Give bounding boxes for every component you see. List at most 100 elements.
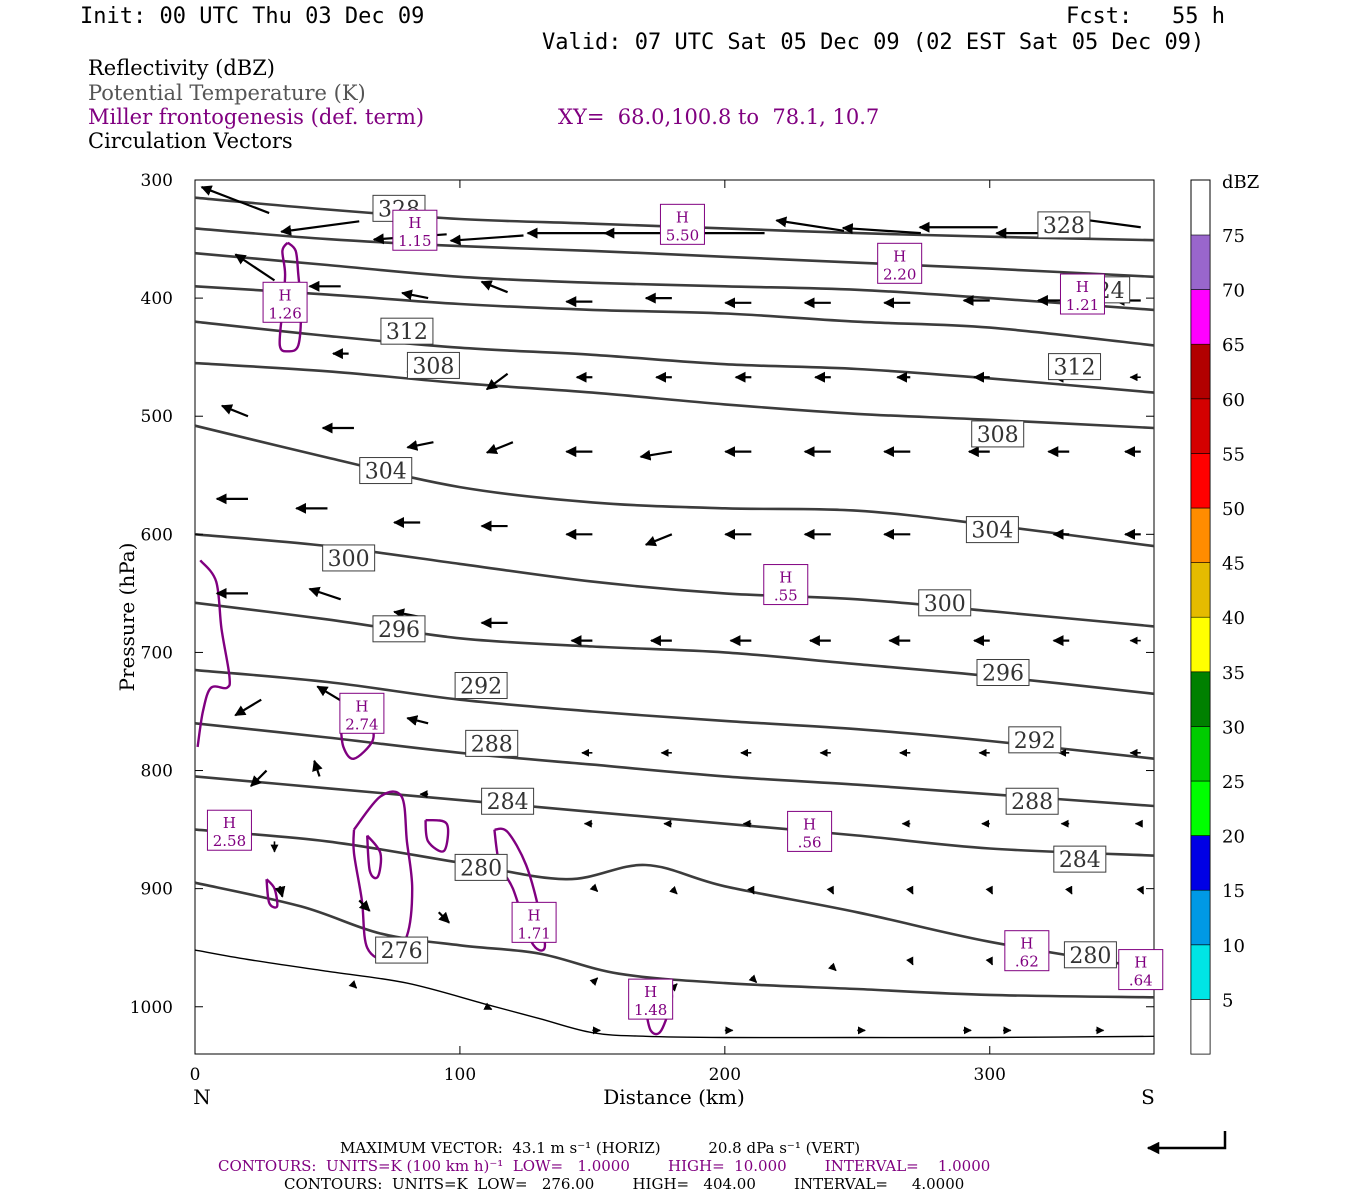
circulation-vector: [401, 289, 429, 301]
theta-label-box: [1008, 726, 1062, 754]
theta-label-box: [454, 853, 508, 881]
legend-reflectivity: Reflectivity (dBZ): [88, 56, 276, 80]
theta-label: 308: [412, 354, 454, 379]
colorbar-swatch: [1190, 398, 1211, 454]
colorbar-swatch: [1190, 780, 1211, 836]
circulation-vector: [826, 885, 835, 895]
circulation-vector: [906, 885, 914, 895]
colorbar-level-label: 55: [1222, 444, 1245, 465]
colorbar-level-label: 70: [1222, 281, 1245, 302]
colorbar-swatch: [1190, 562, 1211, 618]
colorbar-level-label: 25: [1222, 772, 1245, 793]
theta-label-box: [380, 317, 434, 345]
theta-label-box: [971, 420, 1025, 448]
frontogenesis-max-value: 2.58: [213, 832, 246, 850]
circulation-vector: [312, 759, 323, 777]
frontogenesis-max-box: [659, 203, 705, 245]
theta-label: 292: [460, 675, 502, 700]
colorbar-level-label: 45: [1222, 554, 1245, 575]
theta-label: 280: [1069, 944, 1111, 969]
circulation-vector: [485, 372, 509, 391]
y-axis-label: Pressure (hPa): [115, 543, 139, 692]
colorbar-swatch: [1190, 999, 1211, 1055]
x-axis-label: Distance (km): [603, 1085, 745, 1109]
frontogenesis-max-box: [206, 809, 252, 851]
circulation-vector: [316, 685, 344, 703]
circulation-vector: [406, 440, 434, 451]
theta-contour-316: [194, 285, 1155, 347]
init-time: Init: 00 UTC Thu 03 Dec 09: [80, 4, 425, 29]
colorbar-swatch: [1190, 726, 1211, 782]
theta-label: 296: [982, 662, 1024, 687]
frontogenesis-contour: [352, 790, 414, 962]
theta-contour-288: [194, 722, 1155, 808]
circulation-vector: [906, 956, 914, 966]
theta-label-box: [406, 351, 460, 379]
theta-label-box: [1037, 211, 1091, 239]
theta-label: 312: [1054, 356, 1096, 381]
circulation-vector: [985, 956, 994, 966]
circulation-vector: [358, 899, 371, 912]
valid-time: Valid: 07 UTC Sat 05 Dec 09 (02 EST Sat …: [542, 30, 1205, 55]
theta-label-box: [965, 516, 1019, 544]
colorbar-unit-label: dBZ: [1222, 172, 1259, 193]
circulation-vector: [639, 449, 673, 461]
theta-label-box: [918, 589, 972, 617]
colorbar-level-label: 75: [1222, 226, 1245, 247]
theta-contour-284: [194, 775, 1155, 857]
frontogenesis-contour: [366, 834, 383, 880]
frontogenesis-max-h: H: [893, 247, 906, 265]
frontogenesis-contour: [196, 559, 232, 748]
circulation-vector: [1136, 885, 1145, 895]
circulation-vector: [485, 441, 514, 455]
frontogenesis-max-h: H: [1076, 278, 1089, 296]
frontogenesis-max-h: H: [779, 569, 792, 587]
colorbar-swatch: [1190, 289, 1211, 345]
plot-frame: [194, 179, 1155, 1055]
circulation-vector: [1065, 885, 1073, 895]
circulation-vector: [483, 1002, 493, 1011]
theta-label-box: [1063, 941, 1117, 969]
circulation-vector: [775, 216, 845, 232]
frontogenesis-max-h: H: [355, 697, 368, 715]
circulation-vector: [234, 253, 276, 282]
theta-label: 284: [487, 790, 529, 815]
circulation-vector: [348, 980, 358, 989]
frontogenesis-max-box: [1059, 273, 1105, 315]
y-tick-label: 800: [141, 762, 173, 782]
colorbar-level-label: 40: [1222, 608, 1245, 629]
frontogenesis-max-h: H: [528, 906, 541, 924]
theta-label: 300: [924, 592, 966, 617]
circulation-vector: [589, 977, 599, 986]
circulation-vector: [280, 220, 360, 236]
frontogenesis-max-h: H: [676, 208, 689, 226]
y-tick-label: 600: [141, 525, 173, 545]
theta-contour-276: [194, 881, 1155, 999]
colorbar-swatch: [1190, 835, 1211, 891]
circulation-vector: [250, 769, 268, 787]
frontogenesis-max-value: .64: [1129, 972, 1153, 990]
theta-label: 288: [1011, 790, 1053, 815]
frontogenesis-max-value: 5.50: [666, 226, 699, 244]
frontogenesis-contour: [278, 241, 303, 353]
theta-contour-292: [194, 668, 1155, 760]
frontogenesis-max-value: 2.20: [883, 265, 916, 283]
circulation-vector: [669, 885, 678, 895]
frontogenesis-max-box: [763, 564, 809, 606]
colorbar-level-label: 65: [1222, 335, 1245, 356]
colorbar-swatch: [1190, 343, 1211, 400]
theta-label-box: [465, 729, 519, 757]
frontogenesis-max-box: [787, 810, 833, 852]
footer-max-vector: MAXIMUM VECTOR: 43.1 m s⁻¹ (HORIZ) 20.8 …: [340, 1139, 861, 1157]
theta-label: 312: [386, 320, 428, 345]
colorbar-swatch: [1190, 234, 1211, 290]
colorbar-swatch: [1190, 671, 1211, 727]
theta-contour-324: [194, 227, 1155, 279]
theta-contour-320: [194, 251, 1155, 312]
colorbar-swatch: [1190, 507, 1211, 563]
frontogenesis-max-value: 1.71: [517, 924, 550, 942]
colorbar-swatch: [1190, 453, 1211, 509]
colorbar-level-label: 5: [1222, 990, 1233, 1011]
circulation-vector: [985, 885, 994, 895]
frontogenesis-max-value: 1.26: [268, 304, 301, 322]
